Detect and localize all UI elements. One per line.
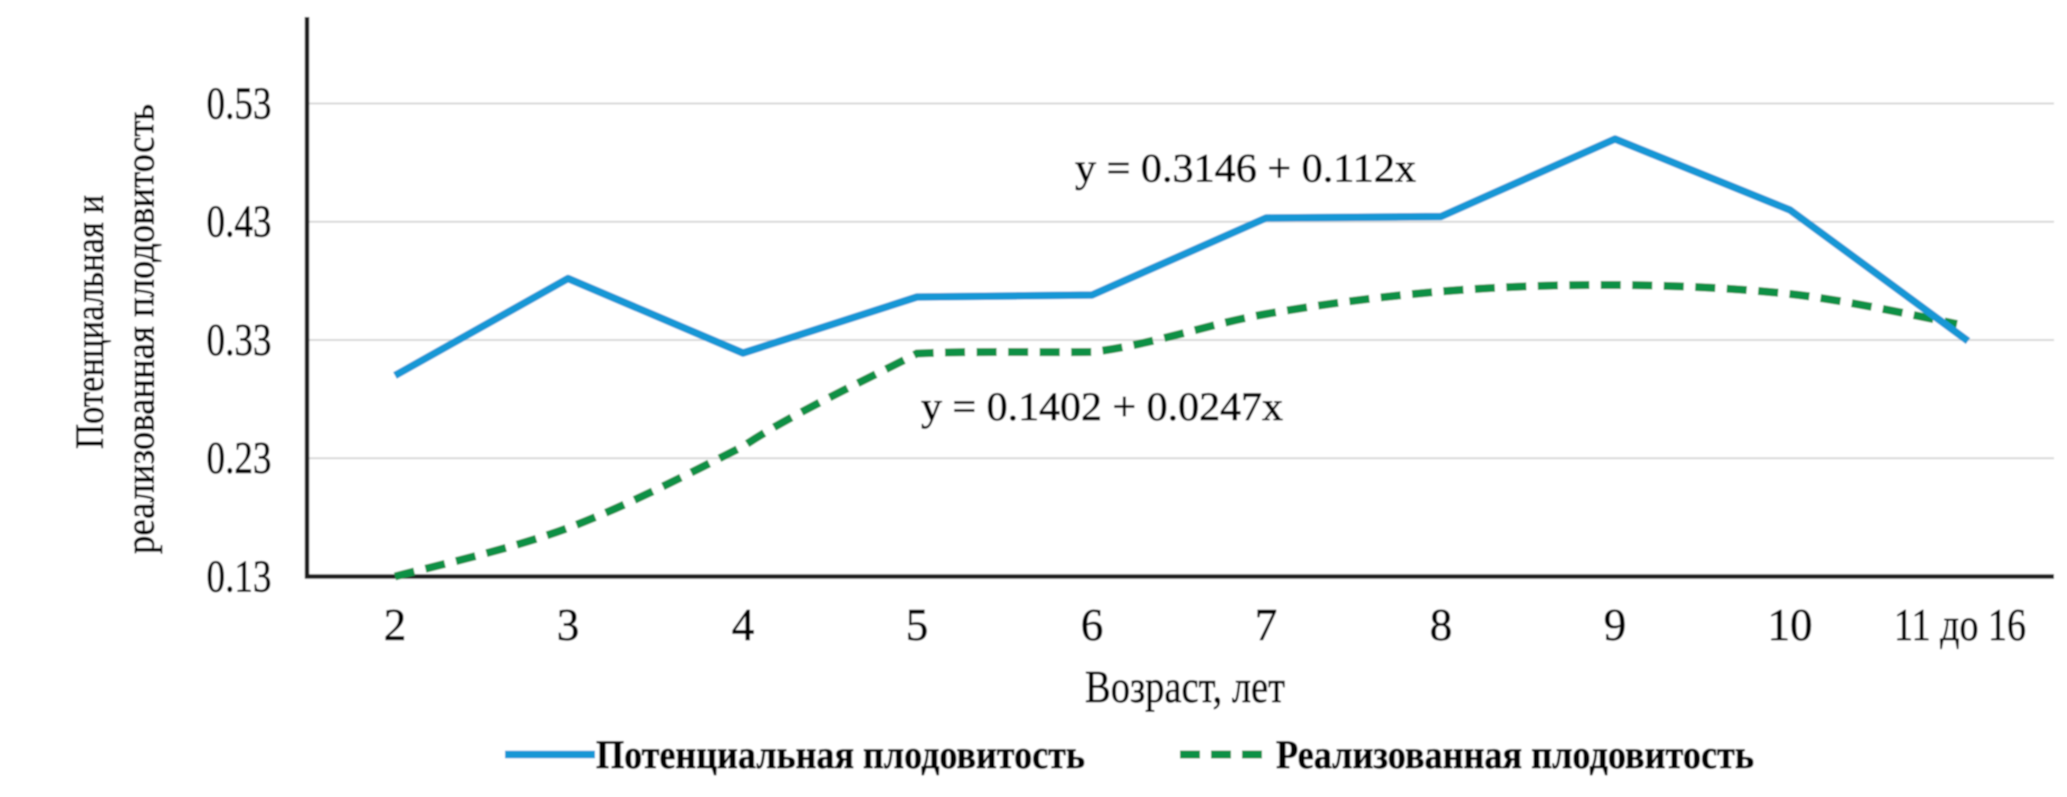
svg-text:0.33: 0.33 bbox=[207, 315, 272, 365]
svg-text:y = 0.1402 + 0.0247x: y = 0.1402 + 0.0247x bbox=[921, 384, 1283, 429]
svg-text:7: 7 bbox=[1255, 600, 1278, 650]
svg-text:реализованная плодовитость: реализованная плодовитость bbox=[118, 104, 163, 554]
svg-text:2: 2 bbox=[384, 600, 407, 650]
svg-text:0.23: 0.23 bbox=[207, 433, 272, 483]
svg-text:5: 5 bbox=[906, 600, 929, 650]
svg-text:0.43: 0.43 bbox=[207, 197, 272, 247]
svg-text:9: 9 bbox=[1604, 600, 1627, 650]
svg-text:11 до 16: 11 до 16 bbox=[1894, 600, 2026, 650]
svg-text:Реализованная плодовитость: Реализованная плодовитость bbox=[1276, 732, 1754, 777]
svg-text:4: 4 bbox=[732, 600, 755, 650]
svg-text:Потенциальная плодовитость: Потенциальная плодовитость bbox=[596, 732, 1085, 777]
svg-text:0.53: 0.53 bbox=[207, 79, 272, 129]
svg-text:Потенциальная и: Потенциальная и bbox=[67, 195, 112, 449]
svg-text:3: 3 bbox=[557, 600, 580, 650]
svg-text:10: 10 bbox=[1768, 600, 1813, 650]
svg-text:6: 6 bbox=[1081, 600, 1104, 650]
svg-text:y = 0.3146 + 0.112x: y = 0.3146 + 0.112x bbox=[1075, 146, 1416, 191]
svg-text:8: 8 bbox=[1430, 600, 1453, 650]
svg-text:0.13: 0.13 bbox=[207, 552, 272, 602]
svg-text:Возраст, лет: Возраст, лет bbox=[1085, 661, 1285, 712]
